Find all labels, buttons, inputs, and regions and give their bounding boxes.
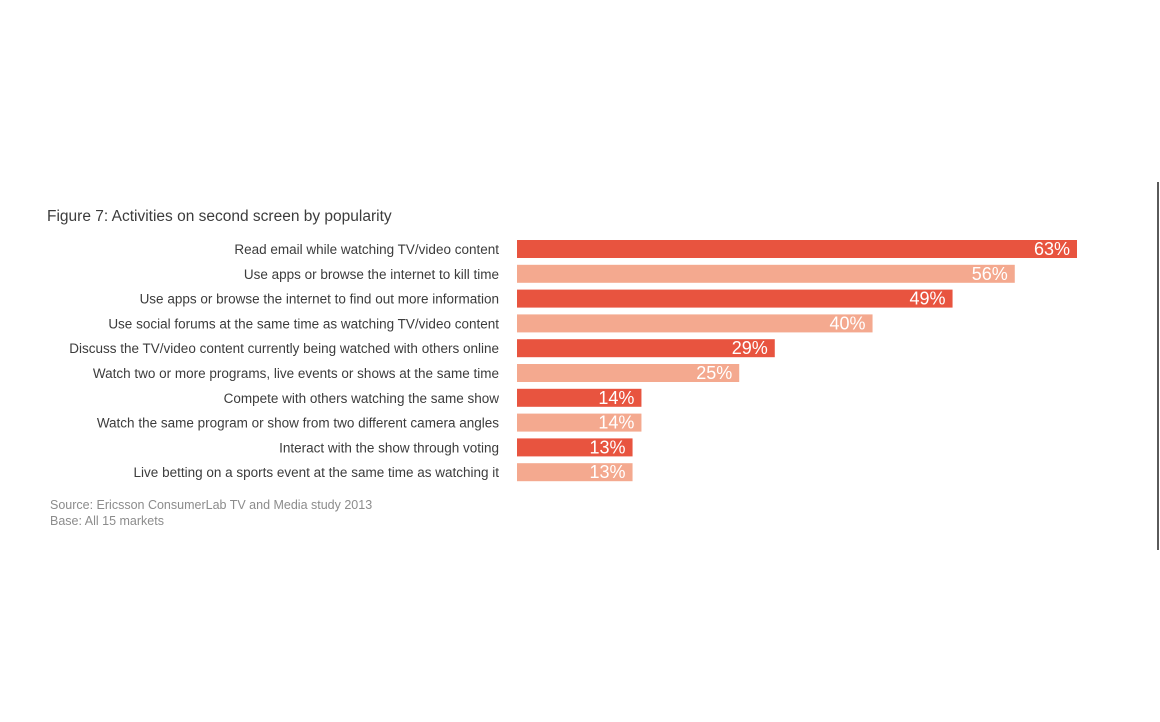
bar bbox=[517, 463, 633, 482]
category-label: Compete with others watching the same sh… bbox=[224, 391, 500, 406]
bar bbox=[517, 240, 1077, 258]
value-label: 13% bbox=[590, 437, 626, 457]
base-note: Base: All 15 markets bbox=[50, 513, 164, 528]
bar bbox=[517, 264, 1015, 283]
category-label: Use apps or browse the internet to find … bbox=[140, 292, 499, 307]
value-label: 14% bbox=[598, 413, 634, 433]
bar bbox=[517, 339, 775, 358]
category-label: Read email while watching TV/video conte… bbox=[234, 242, 499, 257]
bar bbox=[517, 364, 740, 382]
value-label: 29% bbox=[732, 338, 768, 358]
value-label: 56% bbox=[972, 264, 1008, 284]
figure-title: Figure 7: Activities on second screen by… bbox=[47, 208, 392, 225]
bar bbox=[517, 388, 642, 407]
bar bbox=[517, 289, 953, 308]
category-label: Use apps or browse the internet to kill … bbox=[244, 267, 499, 282]
category-label: Live betting on a sports event at the sa… bbox=[134, 465, 500, 480]
value-label: 49% bbox=[910, 289, 946, 309]
chart-footnotes: Source: Ericsson ConsumerLab TV and Medi… bbox=[50, 498, 372, 529]
value-label: 40% bbox=[830, 313, 866, 333]
value-label: 25% bbox=[696, 363, 732, 383]
category-label: Discuss the TV/video content currently b… bbox=[69, 341, 499, 356]
category-label: Interact with the show through voting bbox=[279, 440, 499, 455]
category-label: Watch two or more programs, live events … bbox=[93, 366, 499, 381]
bar bbox=[517, 438, 633, 457]
bar bbox=[517, 314, 873, 333]
category-label: Use social forums at the same time as wa… bbox=[108, 316, 499, 331]
value-label: 63% bbox=[1034, 239, 1070, 259]
value-label: 13% bbox=[590, 462, 626, 482]
bar bbox=[517, 413, 642, 432]
value-label: 14% bbox=[598, 388, 634, 408]
source-note: Source: Ericsson ConsumerLab TV and Medi… bbox=[50, 498, 373, 512]
category-label: Watch the same program or show from two … bbox=[97, 416, 499, 431]
scrollbar-edge bbox=[1157, 182, 1159, 550]
